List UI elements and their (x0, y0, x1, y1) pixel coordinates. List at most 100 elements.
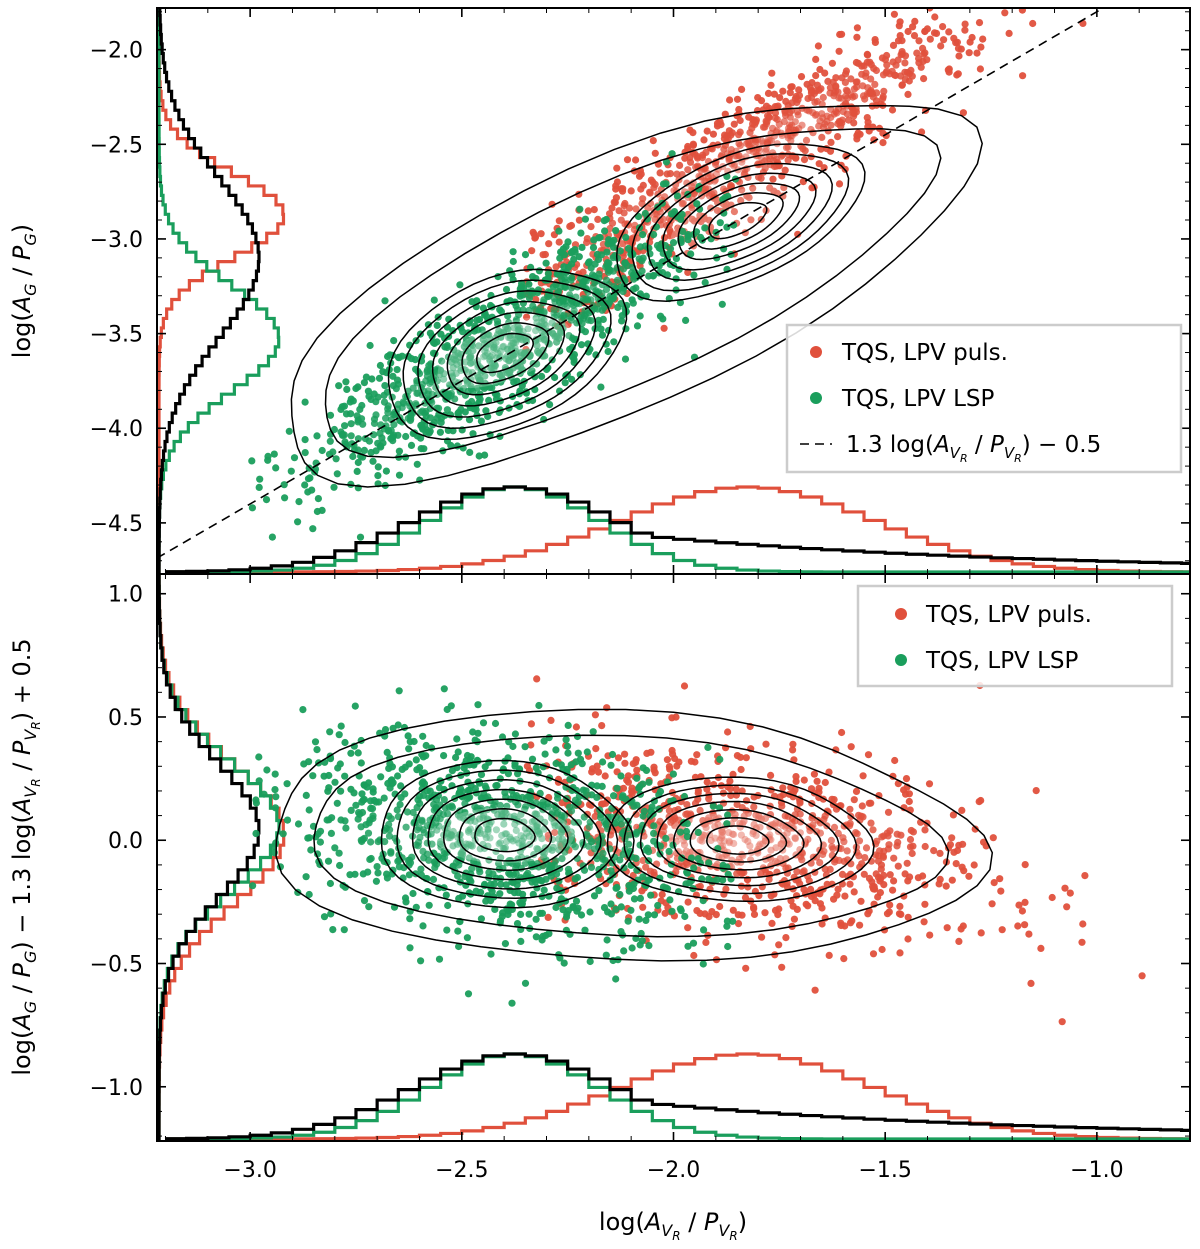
scatter-point (861, 854, 869, 862)
scatter-point (796, 829, 804, 837)
scatter-point (1025, 930, 1033, 938)
contour-green-7 (387, 268, 628, 441)
scatter-point (272, 793, 280, 801)
top-reference-dashed-line (157, 8, 1105, 559)
scatter-point (563, 765, 571, 774)
scatter-point (358, 790, 366, 798)
scatter-point (589, 728, 597, 736)
contour-red-1 (706, 825, 770, 855)
scatter-point (597, 814, 605, 822)
scatter-point (921, 842, 929, 851)
scatter-point (369, 457, 377, 465)
scatter-point (583, 238, 591, 247)
scatter-point (544, 861, 552, 869)
scatter-point (436, 371, 444, 379)
scatter-point (879, 93, 887, 101)
scatter-point (512, 870, 520, 878)
scatter-point (959, 840, 967, 848)
scatter-point (889, 41, 898, 50)
scatter-point (362, 373, 370, 381)
scatter-point (387, 849, 395, 857)
scatter-point (500, 820, 508, 828)
scatter-point (627, 906, 635, 914)
scatter-point (812, 55, 820, 64)
scatter-point (703, 127, 711, 135)
scatter-point (873, 89, 881, 97)
scatter-point (794, 96, 802, 104)
scatter-point (590, 206, 598, 214)
scatter-point (473, 316, 481, 324)
scatter-point (562, 783, 570, 791)
scatter-point (737, 765, 745, 774)
scatter-point (406, 944, 414, 952)
scatter-point (349, 452, 357, 461)
scatter-point (921, 27, 929, 36)
scatter-point (884, 808, 893, 816)
scatter-point (683, 179, 691, 187)
scatter-point (672, 868, 680, 876)
scatter-point (606, 224, 614, 233)
scatter-point (486, 353, 494, 361)
scatter-point (741, 894, 750, 902)
scatter-point (825, 768, 833, 776)
top-legend-label-lsp: TQS, LPV LSP (841, 386, 995, 412)
scatter-point (694, 855, 702, 863)
scatter-point (367, 804, 375, 813)
scatter-point (541, 335, 549, 343)
scatter-point (417, 957, 425, 965)
scatter-point (779, 784, 787, 792)
scatter-point (642, 846, 650, 854)
scatter-point (609, 243, 618, 251)
scatter-point (707, 204, 715, 212)
scatter-point (335, 382, 343, 390)
scatter-point (325, 816, 333, 824)
scatter-point (734, 920, 743, 928)
scatter-point (575, 253, 583, 261)
scatter-point (669, 239, 678, 247)
contour-green-5 (417, 290, 597, 418)
scatter-point (252, 829, 260, 838)
scatter-point (668, 907, 676, 915)
scatter-point (517, 910, 525, 919)
scatter-point (700, 926, 708, 934)
scatter-point (688, 204, 696, 212)
scatter-point (828, 843, 836, 851)
scatter-point (639, 195, 647, 203)
scatter-point (514, 801, 522, 809)
scatter-point (479, 335, 487, 344)
scatter-point (555, 238, 563, 246)
scatter-point (283, 816, 292, 824)
scatter-point (979, 35, 987, 43)
scatter-point (813, 777, 821, 785)
scatter-point (802, 136, 811, 144)
scatter-point (518, 279, 526, 287)
scatter-point (301, 436, 309, 444)
scatter-point (654, 901, 662, 910)
scatter-point (429, 875, 438, 884)
scatter-point (466, 448, 474, 456)
scatter-point (567, 835, 576, 843)
scatter-point (481, 451, 489, 459)
scatter-point (860, 62, 868, 70)
scatter-point (426, 329, 434, 337)
scatter-point (700, 136, 708, 144)
scatter-point (779, 87, 787, 95)
scatter-point (485, 868, 493, 877)
scatter-point (817, 145, 825, 153)
scatter-point (646, 867, 655, 875)
scatter-point (365, 903, 373, 911)
scatter-point (592, 745, 600, 753)
scatter-point (360, 379, 368, 387)
scatter-point (633, 801, 641, 809)
scatter-point (330, 425, 338, 434)
scatter-point (433, 826, 441, 834)
scatter-point (305, 806, 313, 814)
scatter-point (347, 749, 355, 757)
scatter-point (725, 829, 733, 837)
bottom-legend-box (856, 584, 1174, 688)
scatter-point (402, 432, 410, 441)
scatter-point (394, 772, 402, 780)
scatter-point (368, 375, 376, 383)
scatter-point (364, 868, 372, 876)
scatter-point (830, 823, 839, 832)
